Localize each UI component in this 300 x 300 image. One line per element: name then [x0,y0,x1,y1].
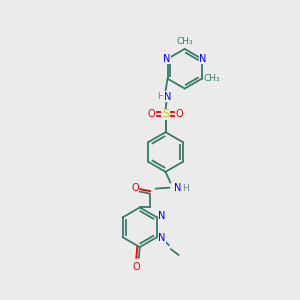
Text: N: N [158,233,166,243]
Text: O: O [176,109,183,119]
Text: N: N [199,54,206,64]
Text: O: O [148,109,155,119]
Text: CH₃: CH₃ [203,74,220,83]
Text: N: N [158,212,166,221]
Text: O: O [133,262,141,272]
Text: N: N [164,92,171,101]
Text: O: O [131,183,139,193]
Text: H: H [157,92,164,101]
Text: H: H [182,184,189,193]
Text: N: N [163,54,170,64]
Text: CH₃: CH₃ [176,37,193,46]
Text: N: N [174,183,181,193]
Text: S: S [162,109,169,119]
